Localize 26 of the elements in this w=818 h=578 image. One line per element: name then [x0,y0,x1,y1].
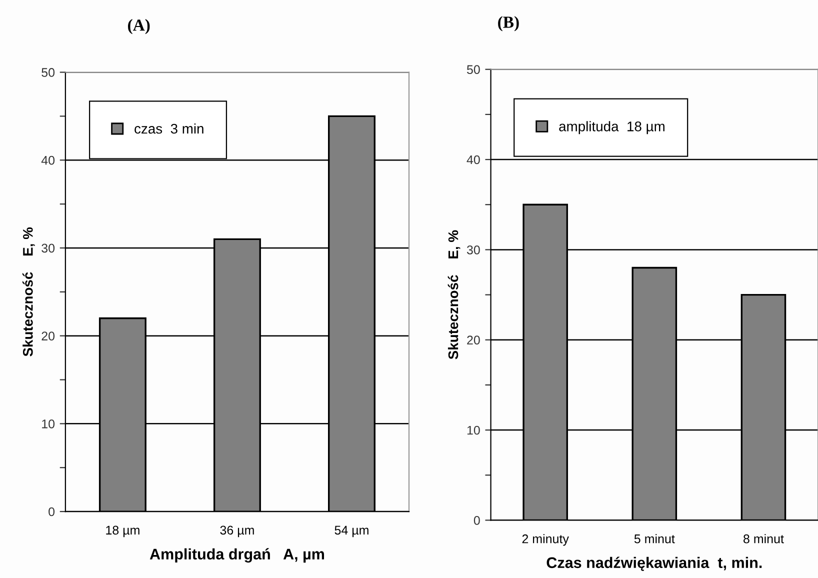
legend-label: amplituda 18 µm [559,121,664,134]
x-tick-label: 54 µm [334,526,368,538]
y-tick-label: 20 [42,332,55,340]
y-axis-title: Skuteczność E, % [448,230,460,360]
legend-label: czas 3 min [134,123,204,134]
y-tick-label: 0 [474,516,480,525]
x-tick-label: 2 minuty [522,534,569,546]
y-tick-label: 50 [466,65,480,74]
y-tick-label: 40 [466,155,480,164]
y-tick-label: 0 [48,507,55,516]
y-tick-label: 10 [467,426,480,435]
y-tick-label: 30 [466,245,480,254]
y-tick-label: 30 [42,244,55,253]
y-tick-label: 20 [467,336,480,345]
x-axis-title: Czas nadźwiękawiania t, min. [546,556,762,571]
y-tick-label: 40 [41,156,55,165]
chart-title: (A) [128,19,150,34]
x-tick-label: 8 minut [744,534,784,544]
y-axis-title: Skuteczność E, % [22,227,35,356]
x-tick-label: 18 µm [106,526,140,538]
x-tick-label: 5 minut [634,534,675,544]
y-tick-label: 50 [42,68,55,77]
y-tick-label: 10 [42,419,55,428]
chart-title: (B) [498,16,519,32]
x-axis-title: Amplituda drgań A, µm [150,548,324,563]
x-tick-label: 36 µm [220,526,254,538]
